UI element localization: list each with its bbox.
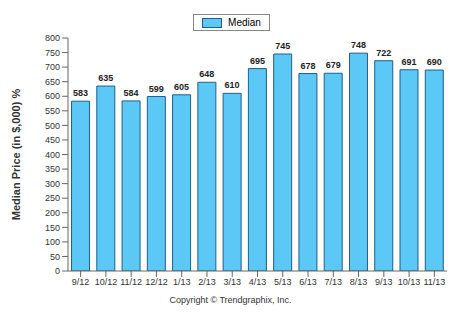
svg-text:50: 50 [50, 252, 60, 262]
svg-text:599: 599 [149, 84, 164, 94]
svg-text:350: 350 [45, 164, 60, 174]
svg-text:800: 800 [45, 33, 60, 43]
svg-text:748: 748 [351, 40, 366, 50]
svg-text:10/12: 10/12 [95, 277, 118, 287]
svg-text:635: 635 [98, 73, 113, 83]
svg-text:583: 583 [73, 88, 88, 98]
svg-text:100: 100 [45, 237, 60, 247]
svg-text:0: 0 [55, 266, 60, 276]
svg-text:3/13: 3/13 [223, 277, 241, 287]
svg-text:648: 648 [199, 69, 214, 79]
svg-text:4/13: 4/13 [249, 277, 267, 287]
svg-text:7/13: 7/13 [325, 277, 343, 287]
svg-text:550: 550 [45, 106, 60, 116]
svg-text:150: 150 [45, 223, 60, 233]
svg-text:600: 600 [45, 91, 60, 101]
svg-text:750: 750 [45, 48, 60, 58]
svg-text:9/12: 9/12 [72, 277, 90, 287]
svg-text:650: 650 [45, 77, 60, 87]
svg-text:2/13: 2/13 [198, 277, 216, 287]
svg-text:745: 745 [275, 41, 290, 51]
html-text:Copyright © Trendgraphix, Inc.: Copyright © Trendgraphix, Inc. [169, 295, 292, 305]
svg-text:610: 610 [225, 80, 240, 90]
svg-text:500: 500 [45, 121, 60, 131]
svg-text:679: 679 [326, 60, 341, 70]
svg-text:584: 584 [124, 88, 139, 98]
svg-text:12/12: 12/12 [145, 277, 168, 287]
svg-text:5/13: 5/13 [274, 277, 292, 287]
svg-text:722: 722 [376, 48, 391, 58]
html-text:Median: Median [228, 17, 261, 28]
svg-text:Median Price (in $,000) %: Median Price (in $,000) % [10, 89, 22, 221]
svg-text:200: 200 [45, 208, 60, 218]
svg-text:11/13: 11/13 [423, 277, 445, 287]
svg-text:8/13: 8/13 [350, 277, 368, 287]
svg-text:695: 695 [250, 56, 265, 66]
svg-text:9/13: 9/13 [375, 277, 393, 287]
svg-text:1/13: 1/13 [173, 277, 191, 287]
svg-text:678: 678 [300, 61, 315, 71]
svg-text:700: 700 [45, 62, 60, 72]
svg-text:400: 400 [45, 150, 60, 160]
svg-text:690: 690 [427, 57, 442, 67]
svg-text:10/13: 10/13 [398, 277, 421, 287]
svg-text:11/12: 11/12 [120, 277, 142, 287]
svg-text:605: 605 [174, 82, 189, 92]
svg-text:691: 691 [401, 57, 416, 67]
svg-text:300: 300 [45, 179, 60, 189]
svg-text:250: 250 [45, 193, 60, 203]
svg-text:6/13: 6/13 [299, 277, 317, 287]
svg-text:450: 450 [45, 135, 60, 145]
